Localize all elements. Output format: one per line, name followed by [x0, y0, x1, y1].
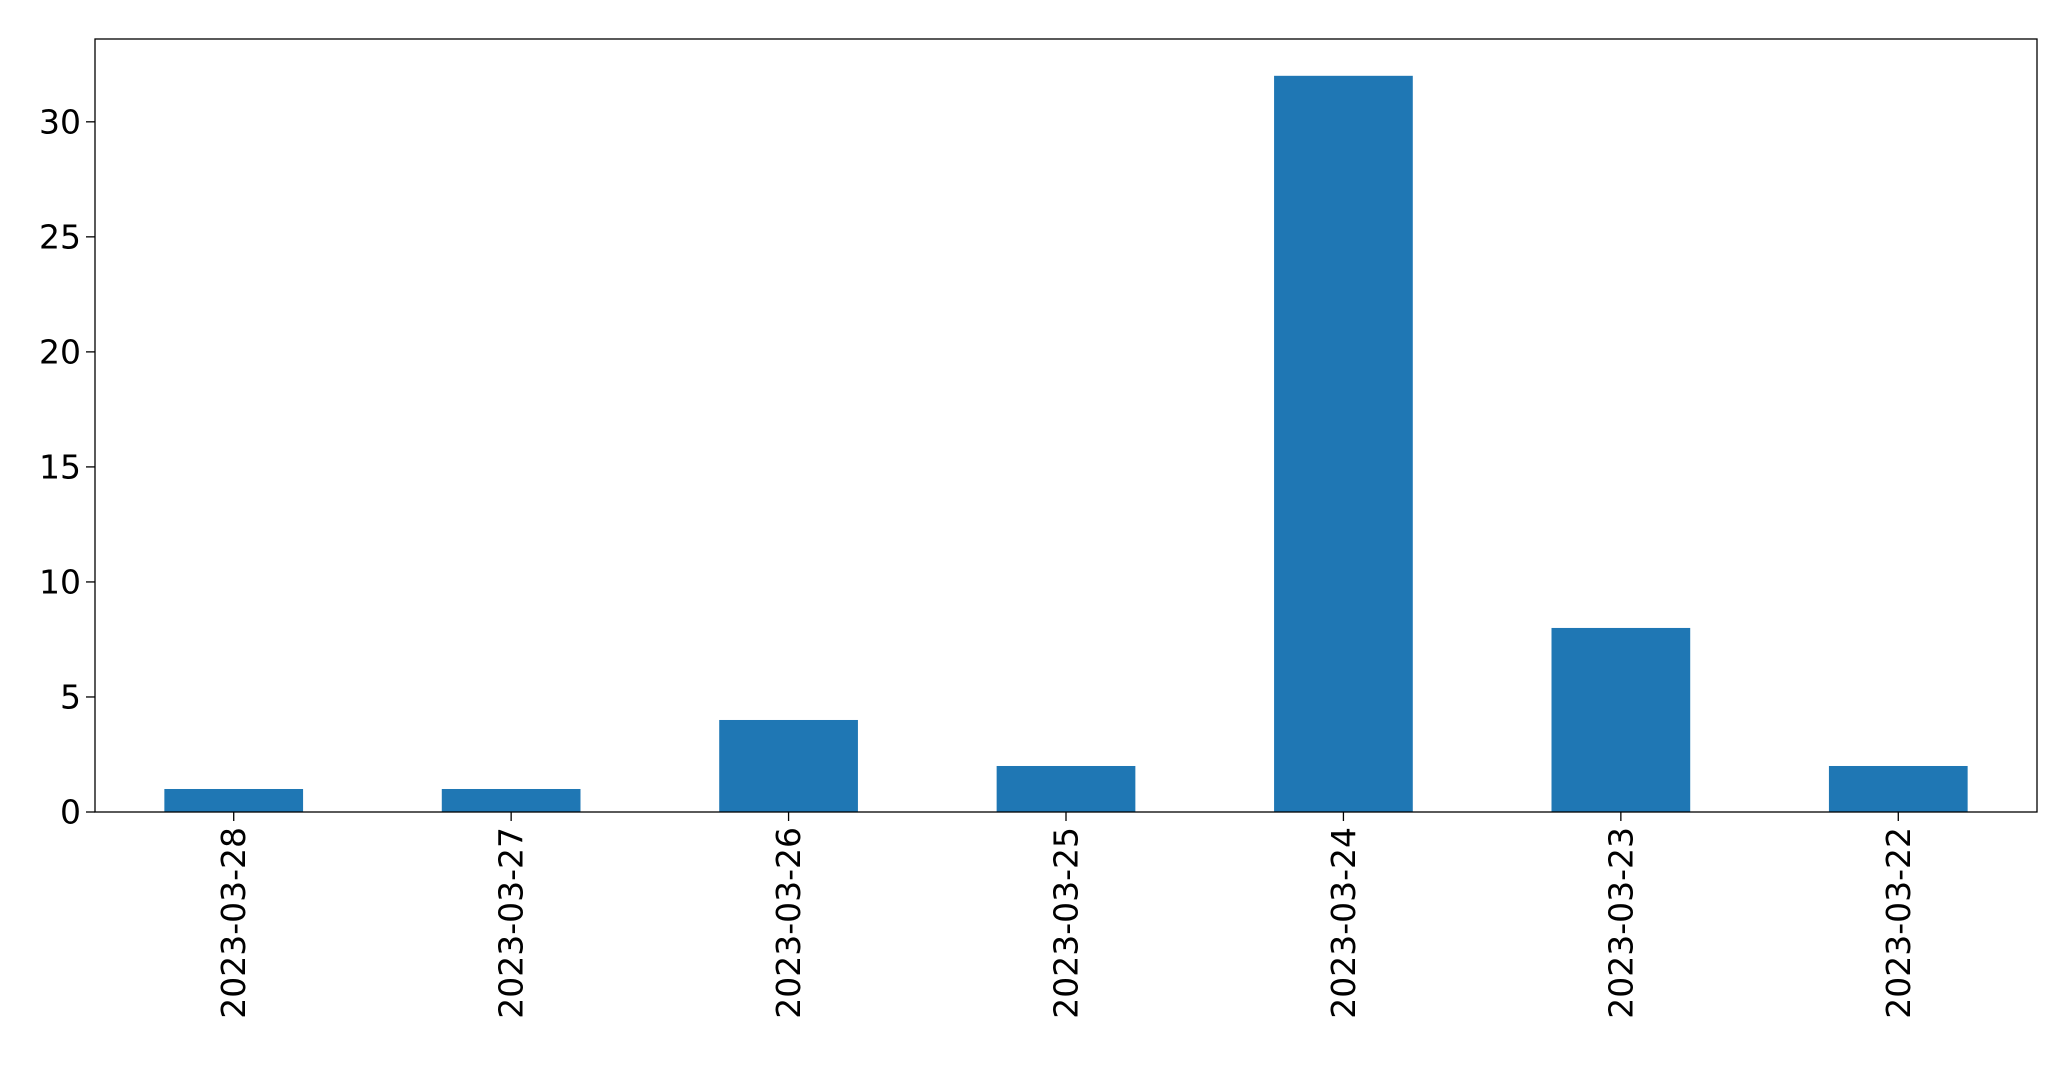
x-axis: 2023-03-28 2023-03-27 2023-03-26 2023-03-25…: [214, 812, 1918, 1019]
bar-2023-03-25: [996, 765, 1136, 812]
y-tick-label: 25: [39, 217, 81, 256]
x-tick-label: 2023-03-28: [214, 827, 253, 1019]
x-tick-label: 2023-03-24: [1324, 827, 1363, 1019]
bar-2023-03-24: [1274, 75, 1413, 813]
x-tick-label: 2023-03-23: [1601, 827, 1640, 1019]
y-tick-label: 5: [60, 677, 81, 716]
x-tick-label: 2023-03-27: [492, 827, 531, 1019]
x-tick-label: 2023-03-25: [1047, 827, 1086, 1019]
bar-2023-03-26: [719, 719, 858, 812]
bar-2023-03-22: [1828, 765, 1968, 812]
y-tick-label: 10: [39, 562, 81, 601]
y-tick-label: 15: [39, 447, 81, 486]
y-tick-label: 30: [39, 102, 81, 141]
plot-frame: [94, 38, 2038, 813]
y-axis: 0 5 10 15 20 25 30: [39, 102, 95, 832]
bars-layer: [164, 75, 1968, 813]
bar-2023-03-27: [441, 788, 581, 812]
y-tick-label: 0: [60, 793, 81, 832]
x-tick-label: 2023-03-22: [1879, 827, 1918, 1019]
bar-2023-03-28: [164, 788, 304, 812]
y-tick-label: 20: [39, 332, 81, 371]
x-tick-label: 2023-03-26: [769, 827, 808, 1019]
bar-2023-03-23: [1551, 627, 1691, 812]
